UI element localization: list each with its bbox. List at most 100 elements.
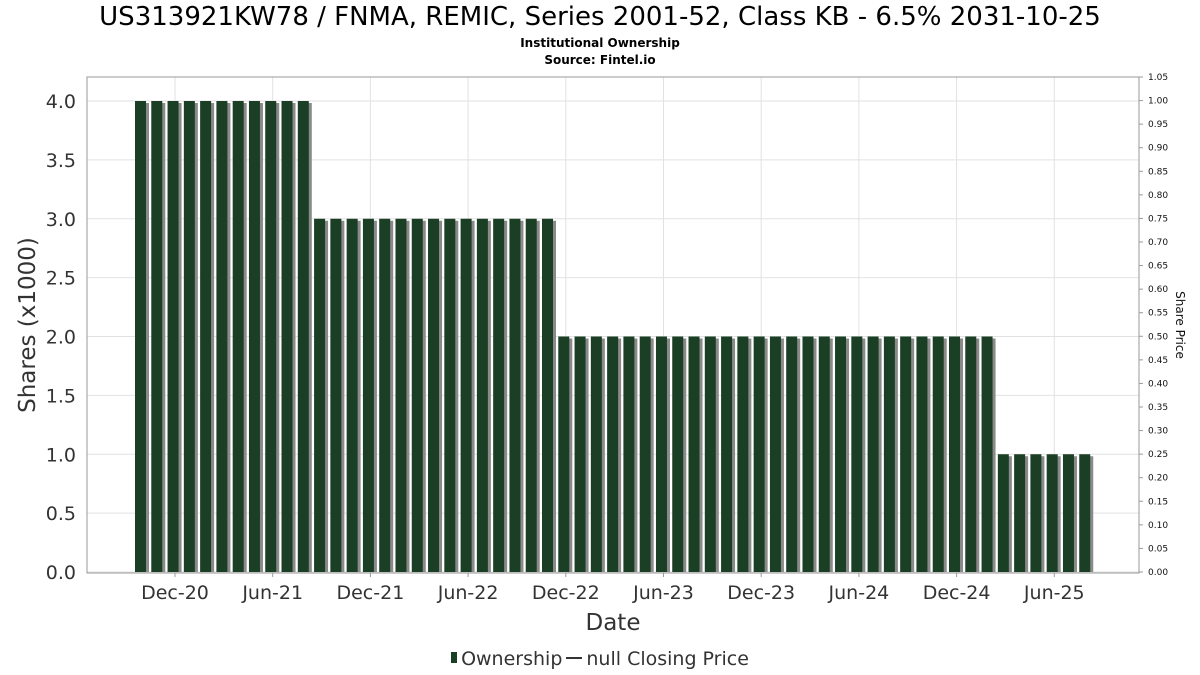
- ownership-bar: [769, 336, 781, 572]
- y2-tick-label: 0.80: [1148, 191, 1168, 201]
- ownership-bar: [200, 101, 212, 572]
- y-tick-label: 4.0: [46, 91, 76, 113]
- y2-tick-label: 0.15: [1148, 497, 1168, 507]
- y-tick-label: 2.5: [46, 268, 76, 290]
- y2-tick-label: 1.00: [1148, 97, 1168, 107]
- x-tick-label: Jun-21: [241, 582, 303, 604]
- ownership-bar: [135, 101, 146, 572]
- ownership-bar: [916, 336, 928, 572]
- ownership-bar: [932, 336, 944, 572]
- ownership-bar: [232, 101, 244, 572]
- ownership-bar: [542, 218, 553, 572]
- ownership-bar: [330, 218, 342, 572]
- ownership-bar: [574, 336, 586, 572]
- x-tick-label: Jun-23: [632, 582, 694, 604]
- ownership-bar: [346, 218, 358, 572]
- ownership-bar: [900, 336, 912, 572]
- ownership-bar: [721, 336, 733, 572]
- y2-tick-label: 0.35: [1148, 403, 1168, 413]
- ownership-bar: [297, 101, 309, 572]
- legend: Ownership null Closing Price: [0, 647, 1200, 671]
- ownership-bar: [607, 336, 619, 572]
- ownership-bar: [802, 336, 814, 572]
- y-axis-right-ticks: 0.00 0.05 0.10 0.15 0.20 0.25 0.30 0.35 0.40 0.45…: [1139, 73, 1168, 578]
- ownership-bar: [183, 101, 195, 572]
- ownership-bar: [590, 336, 602, 572]
- y-tick-label: 0.5: [46, 503, 76, 525]
- legend-price-label: null Closing Price: [586, 648, 749, 670]
- ownership-bar: [851, 336, 863, 572]
- ownership-bar: [981, 336, 993, 572]
- ownership-bar: [216, 101, 228, 572]
- ownership-bar: [525, 218, 537, 572]
- ownership-bar: [558, 336, 570, 572]
- ownership-bar: [737, 336, 749, 572]
- plot-area-border: [86, 76, 1140, 574]
- ownership-bar: [672, 336, 684, 572]
- x-tick-label: Jun-25: [1023, 582, 1085, 604]
- y-tick-label: 3.5: [46, 150, 76, 172]
- y2-tick-label: 0.55: [1148, 309, 1168, 319]
- ownership-bar: [1079, 454, 1091, 572]
- ownership-bar: [248, 101, 260, 572]
- y2-tick-label: 0.40: [1148, 379, 1168, 389]
- y2-tick-label: 0.50: [1148, 332, 1168, 342]
- y2-tick-label: 0.25: [1148, 450, 1168, 460]
- y2-tick-label: 0.30: [1148, 427, 1168, 437]
- ownership-chart: 0.0 0.5 1.0 1.5 2.0 2.5 3.0 3.5 4.0 0.00 0.05 0.10…: [15, 73, 1187, 636]
- price-legend-swatch: [566, 656, 583, 659]
- ownership-bar: [949, 336, 960, 572]
- page-title: US313921KW78 / FNMA, REMIC, Series 2001-…: [99, 2, 1101, 32]
- y2-tick-label: 0.10: [1148, 521, 1168, 531]
- ownership-bar: [753, 336, 765, 572]
- y2-tick-label: 0.60: [1148, 285, 1168, 295]
- ownership-bar: [997, 454, 1009, 572]
- y2-axis-title: Share Price: [1173, 291, 1187, 359]
- ownership-bar: [835, 336, 847, 572]
- ownership-bar: [411, 218, 423, 572]
- ownership-bar: [623, 336, 635, 572]
- ownership-bar: [476, 218, 488, 572]
- x-axis-ticks: Dec-20 Jun-21 Dec-21 Jun-22 Dec-22 Jun-23 Dec-…: [141, 573, 1085, 604]
- ownership-bar: [639, 336, 651, 572]
- ownership-bar: [786, 336, 798, 572]
- x-tick-label: Jun-22: [437, 582, 499, 604]
- bars-group: [135, 101, 1094, 572]
- chart-subtitle: Institutional Ownership: [520, 36, 680, 50]
- ownership-bar: [265, 101, 277, 572]
- y2-tick-label: 0.45: [1148, 356, 1168, 366]
- ownership-bar: [444, 218, 456, 572]
- ownership-bar: [818, 336, 830, 572]
- y-tick-label: 2.0: [46, 327, 76, 349]
- ownership-bar: [867, 336, 879, 572]
- ownership-bar: [883, 336, 895, 572]
- y2-tick-label: 1.05: [1148, 73, 1168, 83]
- y-axis-title: Shares (x1000): [15, 237, 41, 413]
- ownership-bar: [460, 218, 472, 572]
- x-tick-label: Dec-23: [727, 582, 795, 604]
- ownership-bar: [1030, 454, 1042, 572]
- ownership-bar: [1062, 454, 1074, 572]
- y2-tick-label: 0.20: [1148, 474, 1168, 484]
- y2-tick-label: 0.65: [1148, 262, 1168, 272]
- y-axis-left-ticks: 0.0 0.5 1.0 1.5 2.0 2.5 3.0 3.5 4.0: [46, 91, 76, 584]
- x-tick-label: Dec-20: [141, 582, 209, 604]
- ownership-bar: [281, 101, 293, 572]
- y-tick-label: 0.0: [46, 562, 76, 584]
- ownership-bar: [428, 218, 440, 572]
- ownership-legend-swatch: [451, 652, 458, 663]
- y2-tick-label: 0.70: [1148, 238, 1168, 248]
- y2-tick-label: 0.85: [1148, 167, 1168, 177]
- ownership-bar: [965, 336, 977, 572]
- ownership-bar: [688, 336, 700, 572]
- x-tick-label: Jun-24: [828, 582, 890, 604]
- y2-tick-label: 0.00: [1148, 568, 1168, 578]
- ownership-bar: [493, 218, 505, 572]
- ownership-bar: [1014, 454, 1026, 572]
- x-tick-label: Dec-22: [532, 582, 600, 604]
- y-tick-label: 1.5: [46, 385, 76, 407]
- ownership-bar: [509, 218, 521, 572]
- y-tick-label: 1.0: [46, 444, 76, 466]
- legend-ownership-label: Ownership: [461, 648, 563, 670]
- y2-tick-label: 0.05: [1148, 544, 1168, 554]
